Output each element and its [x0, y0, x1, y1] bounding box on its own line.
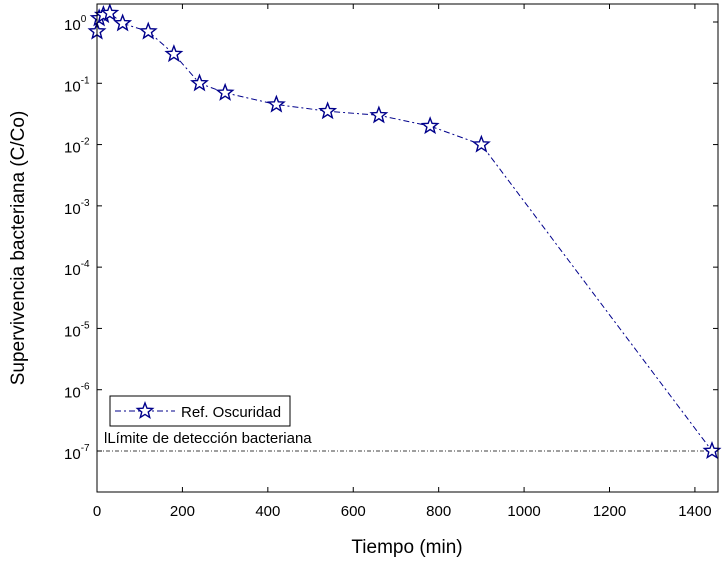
data-point-star: [318, 101, 338, 120]
y-tick-label: 10-6: [64, 382, 90, 402]
legend-label: Ref. Oscuridad: [181, 404, 281, 421]
x-tick-label: 200: [170, 503, 195, 520]
data-point-star: [113, 13, 133, 32]
y-tick-label: 10-2: [64, 137, 90, 157]
detection-limit-label: lLímite de detección bacteriana: [104, 430, 312, 447]
data-point-star: [138, 21, 158, 40]
series-layer: [87, 3, 722, 460]
y-tick-label: 10-4: [64, 259, 90, 279]
data-point-star: [420, 116, 440, 135]
legend-star-icon: [135, 401, 155, 420]
x-tick-label: 600: [341, 503, 366, 520]
data-point-star: [702, 441, 722, 460]
series-line: [96, 12, 713, 452]
legend-star-marker: [135, 401, 155, 420]
y-tick-label: 10-5: [64, 320, 90, 340]
axis-ticks: 0 200 400 600 800 1000 1200 1400 10-7 10-6 10-5 10-…: [64, 4, 718, 520]
y-tick-label: 10-3: [64, 198, 90, 218]
data-point-star: [266, 94, 286, 113]
y-tick-label: 10-1: [64, 75, 90, 95]
x-tick-label: 400: [255, 503, 280, 520]
y-tick-label: 100: [64, 14, 87, 34]
x-tick-label: 1000: [507, 503, 540, 520]
x-tick-label: 1400: [678, 503, 711, 520]
data-point-star: [215, 82, 235, 101]
x-axis-label: Tiempo (min): [351, 537, 462, 558]
data-point-star: [100, 3, 120, 22]
data-point-star: [471, 134, 491, 153]
y-axis-label: Supervivencia bacteriana (C/Co): [8, 111, 29, 386]
data-point-star: [190, 73, 209, 92]
x-tick-label: 800: [426, 503, 451, 520]
y-tick-label: 10-7: [64, 443, 90, 463]
data-point-star: [369, 105, 389, 124]
x-tick-label: 1200: [593, 503, 626, 520]
x-tick-label: 0: [93, 503, 101, 520]
legend: Ref. Oscuridad: [109, 395, 291, 427]
plot-frame: [96, 3, 719, 493]
data-point-star: [164, 44, 184, 63]
